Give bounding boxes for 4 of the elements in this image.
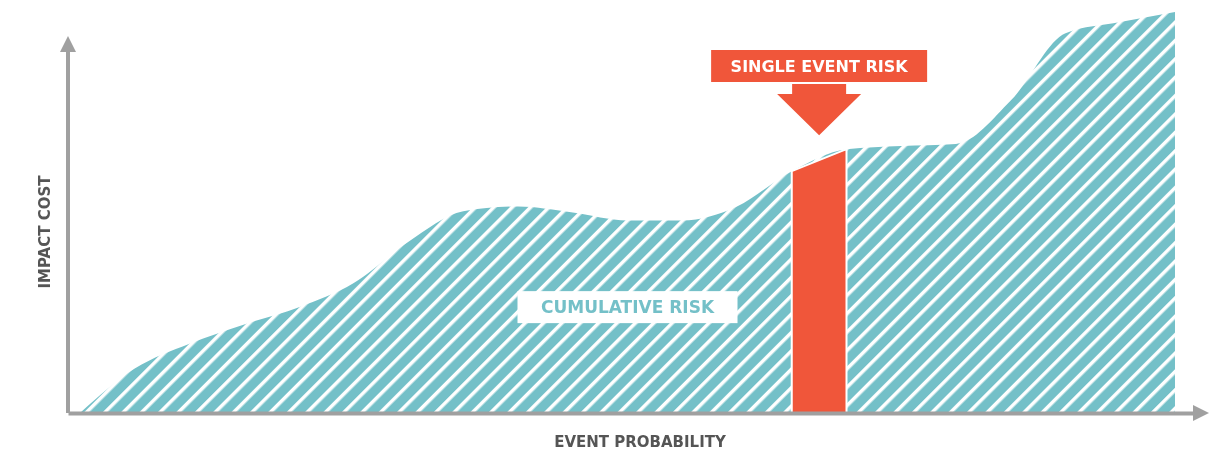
- series-label: CUMULATIVE RISK: [540, 297, 715, 318]
- text: SINGLE EVENT RISK: [730, 57, 909, 76]
- y-axis-title: IMPACT COST: [36, 174, 54, 289]
- x-axis-title: EVENT PROBABILITY: [554, 433, 727, 451]
